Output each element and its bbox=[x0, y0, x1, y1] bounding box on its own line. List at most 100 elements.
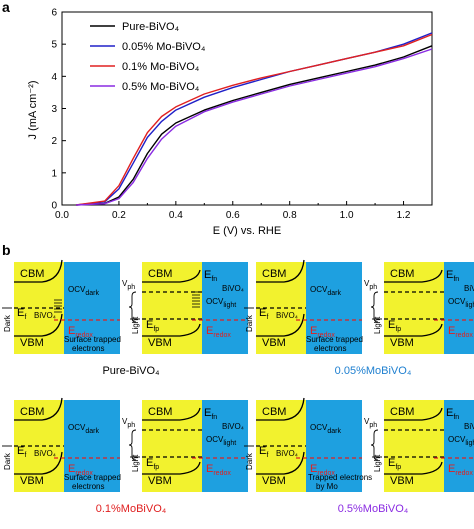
svg-text:Eredox: Eredox bbox=[448, 463, 473, 477]
cbm-label: CBM bbox=[148, 406, 172, 418]
cbm-label: CBM bbox=[262, 268, 286, 280]
legend-label: 0.5% Mo-BiVO₄ bbox=[122, 81, 200, 93]
light-label: Light bbox=[373, 316, 382, 334]
svg-text:Eredox: Eredox bbox=[448, 325, 473, 339]
legend-label: 0.05% Mo-BiVO₄ bbox=[122, 41, 206, 53]
conduction-band bbox=[384, 407, 443, 421]
plot-frame bbox=[61, 11, 433, 206]
conduction-band bbox=[14, 259, 63, 283]
diagram-caption: 0.05%MoBiVO₄ bbox=[335, 365, 412, 377]
svg-text:OCVdark: OCVdark bbox=[310, 423, 341, 435]
conduction-band bbox=[142, 269, 201, 283]
svg-text:Efp: Efp bbox=[146, 457, 159, 471]
svg-text:Eredox: Eredox bbox=[310, 463, 335, 477]
band-diagram-2: CBM VBM Eredox Dark Ef BiVO₄ OCVdark Surface tr… bbox=[2, 397, 248, 515]
x-tick-label: 0.2 bbox=[112, 210, 126, 221]
cbm-label: CBM bbox=[390, 406, 414, 418]
vbm-label: VBM bbox=[148, 337, 172, 349]
semiconductor-region bbox=[384, 400, 444, 492]
semiconductor-region bbox=[142, 262, 202, 354]
electrolyte-region bbox=[306, 262, 362, 354]
x-tick-label: 0.4 bbox=[169, 210, 183, 221]
svg-text:OCVlight: OCVlight bbox=[448, 297, 474, 309]
bivo4-label: BiVO₄ bbox=[276, 449, 298, 458]
surface-trapped-label: Surface trapped bbox=[64, 473, 121, 482]
trapped-label-1: Trapped electrons bbox=[308, 473, 372, 482]
vph-brace bbox=[128, 429, 137, 461]
dark-label: Dark bbox=[3, 452, 12, 470]
svg-text:Efn: Efn bbox=[446, 407, 459, 421]
cbm-label: CBM bbox=[20, 406, 44, 418]
svg-text:Efp: Efp bbox=[388, 319, 401, 333]
svg-text:Ef: Ef bbox=[17, 445, 26, 459]
y-tick-label: 3 bbox=[51, 104, 57, 115]
trapped-label-2: by Mo bbox=[316, 482, 338, 491]
series-line-1 bbox=[76, 32, 433, 206]
surface-trapped-label: Surface trapped bbox=[64, 335, 121, 344]
valence-band bbox=[384, 323, 443, 337]
vph-brace bbox=[370, 429, 379, 461]
electrolyte-region bbox=[202, 400, 248, 492]
conduction-band bbox=[256, 259, 305, 283]
valence-band bbox=[142, 323, 201, 337]
electrolyte-region bbox=[64, 400, 120, 492]
electrolyte-region bbox=[444, 262, 474, 354]
x-tick-label: 0.6 bbox=[226, 210, 240, 221]
series-lines bbox=[76, 32, 433, 206]
svg-text:Eredox: Eredox bbox=[68, 325, 93, 339]
legend: Pure-BiVO₄ 0.05% Mo-BiVO₄ 0.1% Mo-BiVO₄ 0.5… bbox=[90, 21, 206, 93]
x-tick-label: 1.0 bbox=[340, 210, 354, 221]
y-tick-label: 4 bbox=[51, 72, 57, 83]
svg-text:Ef: Ef bbox=[259, 307, 268, 321]
bivo4-label: BiVO₄ bbox=[464, 422, 474, 431]
legend-label: 0.1% Mo-BiVO₄ bbox=[122, 61, 200, 73]
y-tick-label: 5 bbox=[51, 40, 57, 51]
electrolyte-region bbox=[444, 400, 474, 492]
semiconductor-region bbox=[142, 400, 202, 492]
valence-band bbox=[14, 451, 63, 475]
vbm-label: VBM bbox=[148, 475, 172, 487]
electrolyte-region bbox=[64, 262, 120, 354]
bivo4-label: BiVO₄ bbox=[34, 449, 56, 458]
svg-text:Eredox: Eredox bbox=[68, 463, 93, 477]
valence-band bbox=[142, 461, 201, 475]
band-diagram-0: CBM VBM Eredox Dark Ef BiVO₄ OCVdark Surface tr… bbox=[2, 259, 248, 377]
svg-text:OCVlight: OCVlight bbox=[206, 297, 236, 309]
valence-band bbox=[256, 313, 305, 337]
cbm-label: CBM bbox=[262, 406, 286, 418]
valence-band bbox=[384, 461, 443, 475]
svg-text:Vph: Vph bbox=[122, 279, 135, 291]
diagram-caption: 0.1%MoBiVO₄ bbox=[96, 503, 167, 515]
electrons-label: electrons bbox=[72, 344, 104, 353]
svg-text:Efn: Efn bbox=[446, 269, 459, 283]
vbm-label: VBM bbox=[20, 475, 44, 487]
svg-text:Ef: Ef bbox=[259, 445, 268, 459]
light-label: Light bbox=[373, 454, 382, 472]
bivo4-label: BiVO₄ bbox=[222, 422, 244, 431]
dark-label: Dark bbox=[245, 314, 254, 332]
series-line-2 bbox=[76, 33, 433, 206]
svg-text:Efn: Efn bbox=[204, 269, 217, 283]
svg-text:Vph: Vph bbox=[364, 417, 377, 429]
x-axis-label: E (V) vs. RHE bbox=[213, 225, 281, 237]
svg-text:Efn: Efn bbox=[204, 407, 217, 421]
semiconductor-region bbox=[384, 262, 444, 354]
bivo4-label: BiVO₄ bbox=[464, 284, 474, 293]
vbm-label: VBM bbox=[262, 337, 286, 349]
svg-text:OCVlight: OCVlight bbox=[448, 435, 474, 447]
svg-text:Eredox: Eredox bbox=[206, 325, 231, 339]
panel-b-label: b bbox=[2, 242, 11, 258]
y-axis-ticks: 0 1 2 3 4 5 6 bbox=[51, 8, 66, 212]
vbm-label: VBM bbox=[262, 475, 286, 487]
cbm-label: CBM bbox=[20, 268, 44, 280]
y-tick-label: 0 bbox=[51, 201, 57, 212]
series-line-0 bbox=[76, 45, 433, 206]
y-tick-label: 6 bbox=[51, 8, 57, 19]
electrons-label: electrons bbox=[72, 482, 104, 491]
band-diagram-1: CBM VBM Eredox Dark Ef BiVO₄ OCVdark Surface tr… bbox=[244, 259, 474, 377]
valence-band bbox=[14, 313, 63, 337]
y-tick-label: 1 bbox=[51, 168, 57, 179]
light-label: Light bbox=[131, 316, 140, 334]
vbm-label: VBM bbox=[390, 475, 414, 487]
